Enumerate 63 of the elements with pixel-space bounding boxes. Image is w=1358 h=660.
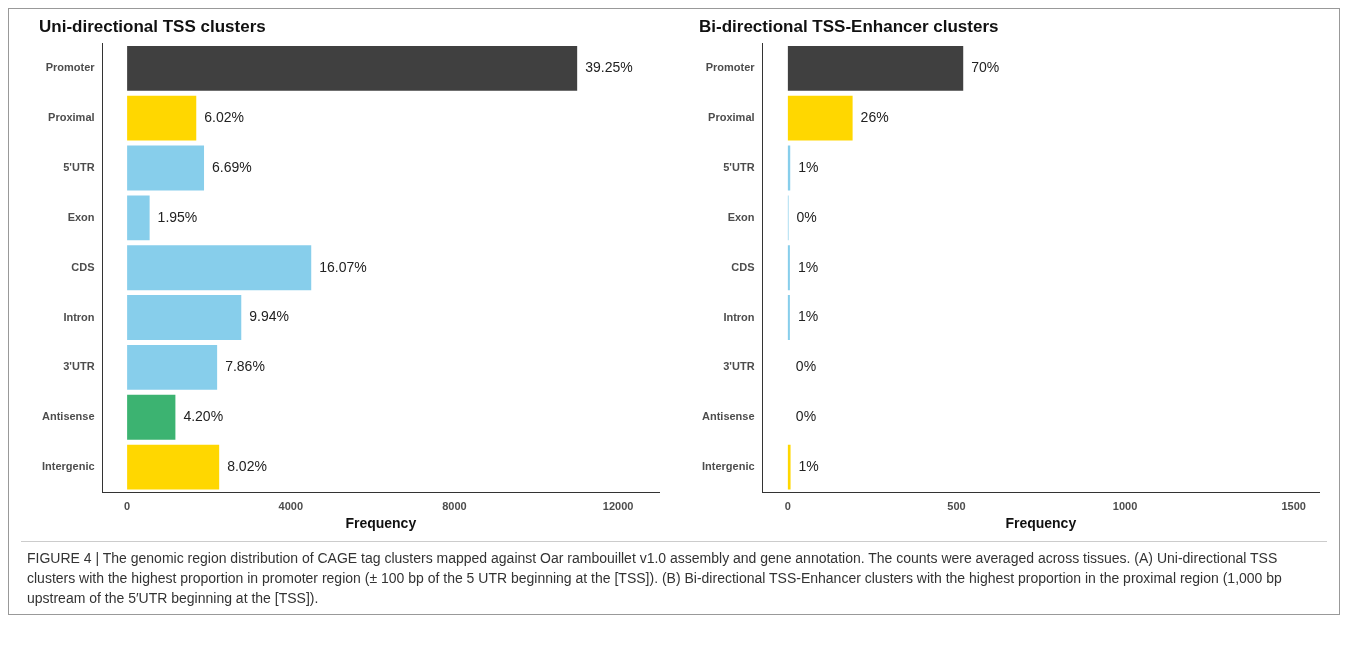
annotation: 9.94%	[249, 308, 289, 325]
x-tick-label: 12000	[602, 499, 634, 512]
annotation: 70%	[971, 59, 1000, 76]
y-tick-label: 3'UTR	[723, 360, 755, 373]
chart-title: Bi-directional TSS-Enhancer clusters	[699, 16, 999, 36]
y-tick-label: Proximal	[708, 111, 755, 124]
bar	[787, 245, 790, 291]
bar	[787, 295, 790, 340]
y-tick-label: Intergenic	[701, 460, 755, 473]
x-tick-label: 1000	[1112, 499, 1138, 512]
annotation: 1.95%	[157, 208, 198, 225]
y-tick-label: Exon	[67, 210, 95, 223]
x-axis-title: Frequency	[345, 515, 417, 532]
bar	[127, 145, 205, 191]
annotation: 16.07%	[319, 258, 367, 275]
annotation: 8.02%	[227, 457, 267, 474]
bar	[127, 444, 220, 490]
bar	[127, 245, 312, 291]
annotation: 39.25%	[585, 59, 633, 76]
y-tick-label: 3'UTR	[63, 360, 95, 373]
bar	[127, 295, 242, 340]
y-tick-label: 5'UTR	[723, 161, 755, 174]
annotation: 0%	[795, 358, 817, 375]
y-tick-label: Intergenic	[41, 460, 95, 473]
caption: FIGURE 4 | The genomic region distribution of CAGE tag clusters mapped against Oar rambouillet v1.0 assembly and gene annotation. The counts were averaged across tissues. (A) Uni-directional TSS clusters with the highest proportion in promoter region (± 100 bp of the 5 UTR beginning at the [TSS]). (B) Bi-directional TSS-Enhancer clusters with the highest proportion in the proximal region (1,000 bp upstream of the 5′UTR beginning at the [TSS]).	[27, 549, 1283, 608]
y-tick-label: Exon	[727, 210, 755, 223]
y-tick-label: 5'UTR	[63, 161, 95, 174]
bar	[127, 344, 218, 390]
y-tick-label: Proximal	[48, 111, 95, 124]
bar	[787, 95, 853, 141]
bar	[127, 45, 578, 91]
bar	[127, 195, 150, 241]
y-tick-label: CDS	[71, 260, 95, 273]
annotation: 1%	[797, 258, 819, 275]
annotation: 6.69%	[212, 158, 252, 175]
y-tick-label: CDS	[731, 260, 755, 273]
annotation: 6.02%	[204, 109, 244, 126]
bar	[787, 45, 964, 91]
y-tick-label: Intron	[723, 310, 755, 323]
bar	[127, 95, 197, 141]
annotation: 26%	[860, 109, 889, 126]
y-tick-label: Intron	[63, 310, 95, 323]
annotation: 1%	[798, 457, 819, 474]
bar	[787, 444, 791, 490]
bar	[127, 394, 176, 440]
annotation: 1%	[798, 158, 819, 175]
y-tick-label: Promoter	[705, 61, 756, 74]
y-tick-label: Antisense	[701, 410, 755, 423]
annotation: 0%	[795, 408, 817, 425]
x-tick-label: 500	[947, 499, 966, 512]
y-tick-label: Promoter	[45, 61, 96, 74]
x-tick-label: 4000	[278, 499, 304, 512]
x-tick-label: 1500	[1281, 499, 1306, 512]
annotation: 7.86%	[225, 358, 265, 375]
y-tick-label: Antisense	[41, 410, 95, 423]
x-tick-label: 0	[784, 499, 791, 512]
x-tick-label: 8000	[442, 499, 467, 512]
annotation: 4.20%	[183, 408, 224, 425]
annotation: 0%	[796, 208, 817, 225]
x-axis-title: Frequency	[1005, 515, 1077, 532]
annotation: 1%	[797, 308, 819, 325]
x-tick-label: 0	[124, 499, 131, 512]
chart-title: Uni-directional TSS clusters	[39, 16, 266, 36]
